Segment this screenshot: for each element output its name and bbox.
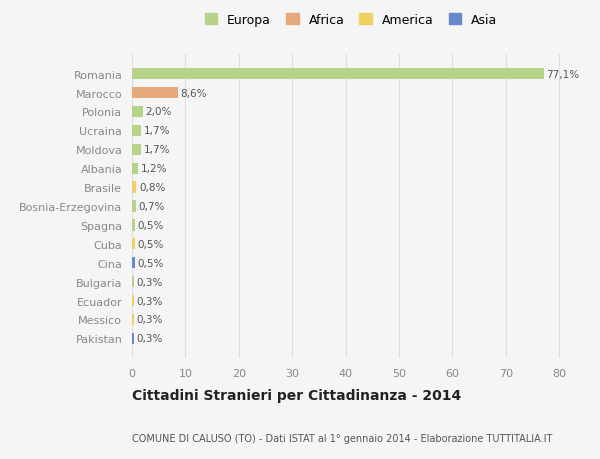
Text: 0,5%: 0,5%: [137, 239, 164, 249]
Text: 1,7%: 1,7%: [144, 126, 170, 136]
Bar: [132, 239, 134, 250]
Text: Cittadini Stranieri per Cittadinanza - 2014: Cittadini Stranieri per Cittadinanza - 2…: [132, 388, 461, 403]
Text: 2,0%: 2,0%: [145, 107, 172, 117]
Bar: [132, 69, 544, 80]
Text: 0,3%: 0,3%: [136, 334, 163, 344]
Text: 0,3%: 0,3%: [136, 315, 163, 325]
Bar: [132, 333, 134, 344]
Bar: [132, 125, 141, 137]
Legend: Europa, Africa, America, Asia: Europa, Africa, America, Asia: [201, 10, 501, 30]
Bar: [132, 201, 136, 212]
Text: 77,1%: 77,1%: [547, 69, 580, 79]
Bar: [132, 314, 134, 325]
Bar: [132, 276, 134, 288]
Bar: [132, 257, 134, 269]
Text: COMUNE DI CALUSO (TO) - Dati ISTAT al 1° gennaio 2014 - Elaborazione TUTTITALIA.: COMUNE DI CALUSO (TO) - Dati ISTAT al 1°…: [132, 433, 553, 442]
Bar: [132, 163, 139, 174]
Text: 8,6%: 8,6%: [181, 89, 207, 98]
Text: 1,2%: 1,2%: [141, 164, 167, 174]
Text: 0,3%: 0,3%: [136, 277, 163, 287]
Bar: [132, 182, 136, 193]
Bar: [132, 144, 141, 156]
Bar: [132, 220, 134, 231]
Text: 0,3%: 0,3%: [136, 296, 163, 306]
Bar: [132, 295, 134, 307]
Text: 1,7%: 1,7%: [144, 145, 170, 155]
Text: 0,5%: 0,5%: [137, 258, 164, 268]
Bar: [132, 106, 143, 118]
Text: 0,5%: 0,5%: [137, 220, 164, 230]
Bar: [132, 88, 178, 99]
Text: 0,8%: 0,8%: [139, 183, 166, 193]
Text: 0,7%: 0,7%: [139, 202, 165, 212]
